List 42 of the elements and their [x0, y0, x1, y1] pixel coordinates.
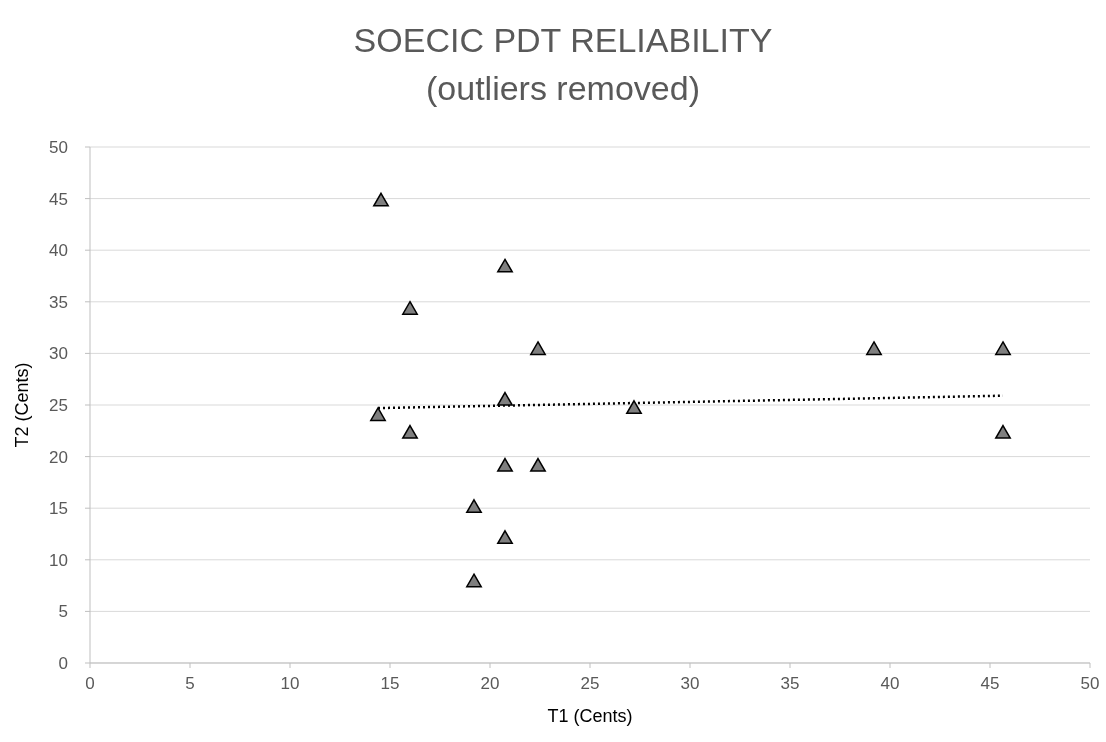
x-tick-label: 50: [1080, 674, 1100, 693]
y-tick-label: 35: [49, 292, 68, 312]
y-tick-label: 45: [49, 189, 68, 209]
y-tick-label: 50: [49, 138, 68, 157]
y-tick-label: 10: [49, 550, 68, 570]
x-tick-label: 40: [880, 674, 900, 693]
y-tick-label: 0: [58, 654, 68, 673]
x-tick-label: 45: [980, 674, 1000, 693]
chart-title: SOECIC PDT RELIABILITY: [353, 21, 773, 59]
y-tick-label: 20: [49, 447, 68, 467]
point: [497, 258, 513, 273]
point: [402, 424, 418, 439]
point: [370, 407, 386, 422]
point: [530, 457, 546, 472]
x-tick-label: 10: [280, 674, 300, 693]
y-tick-label: 40: [49, 241, 68, 261]
x-tick-label: 0: [85, 674, 95, 693]
point: [995, 341, 1011, 356]
x-tick-label: 5: [185, 674, 195, 693]
point: [466, 573, 482, 588]
y-tick-label: 30: [49, 344, 68, 364]
point: [373, 192, 389, 207]
x-axis-title: T1 (Cents): [547, 706, 633, 726]
point: [530, 341, 546, 356]
point: [995, 424, 1011, 439]
x-tick-label: 35: [780, 674, 800, 693]
point: [866, 341, 882, 356]
x-tick-label: 15: [380, 674, 400, 693]
point: [626, 400, 642, 415]
point: [497, 457, 513, 472]
y-axis-title: T2 (Cents): [12, 362, 32, 448]
y-tick-label: 25: [49, 396, 68, 415]
point: [466, 499, 482, 514]
chart-subtitle: (outliers removed): [426, 69, 700, 107]
y-tick-label: 15: [49, 499, 68, 519]
y-tick-label: 5: [58, 602, 68, 622]
point: [497, 530, 513, 545]
x-tick-label: 30: [680, 674, 700, 693]
point: [497, 391, 513, 406]
point: [402, 300, 418, 315]
x-tick-label: 25: [580, 674, 600, 693]
x-tick-label: 20: [480, 674, 500, 693]
